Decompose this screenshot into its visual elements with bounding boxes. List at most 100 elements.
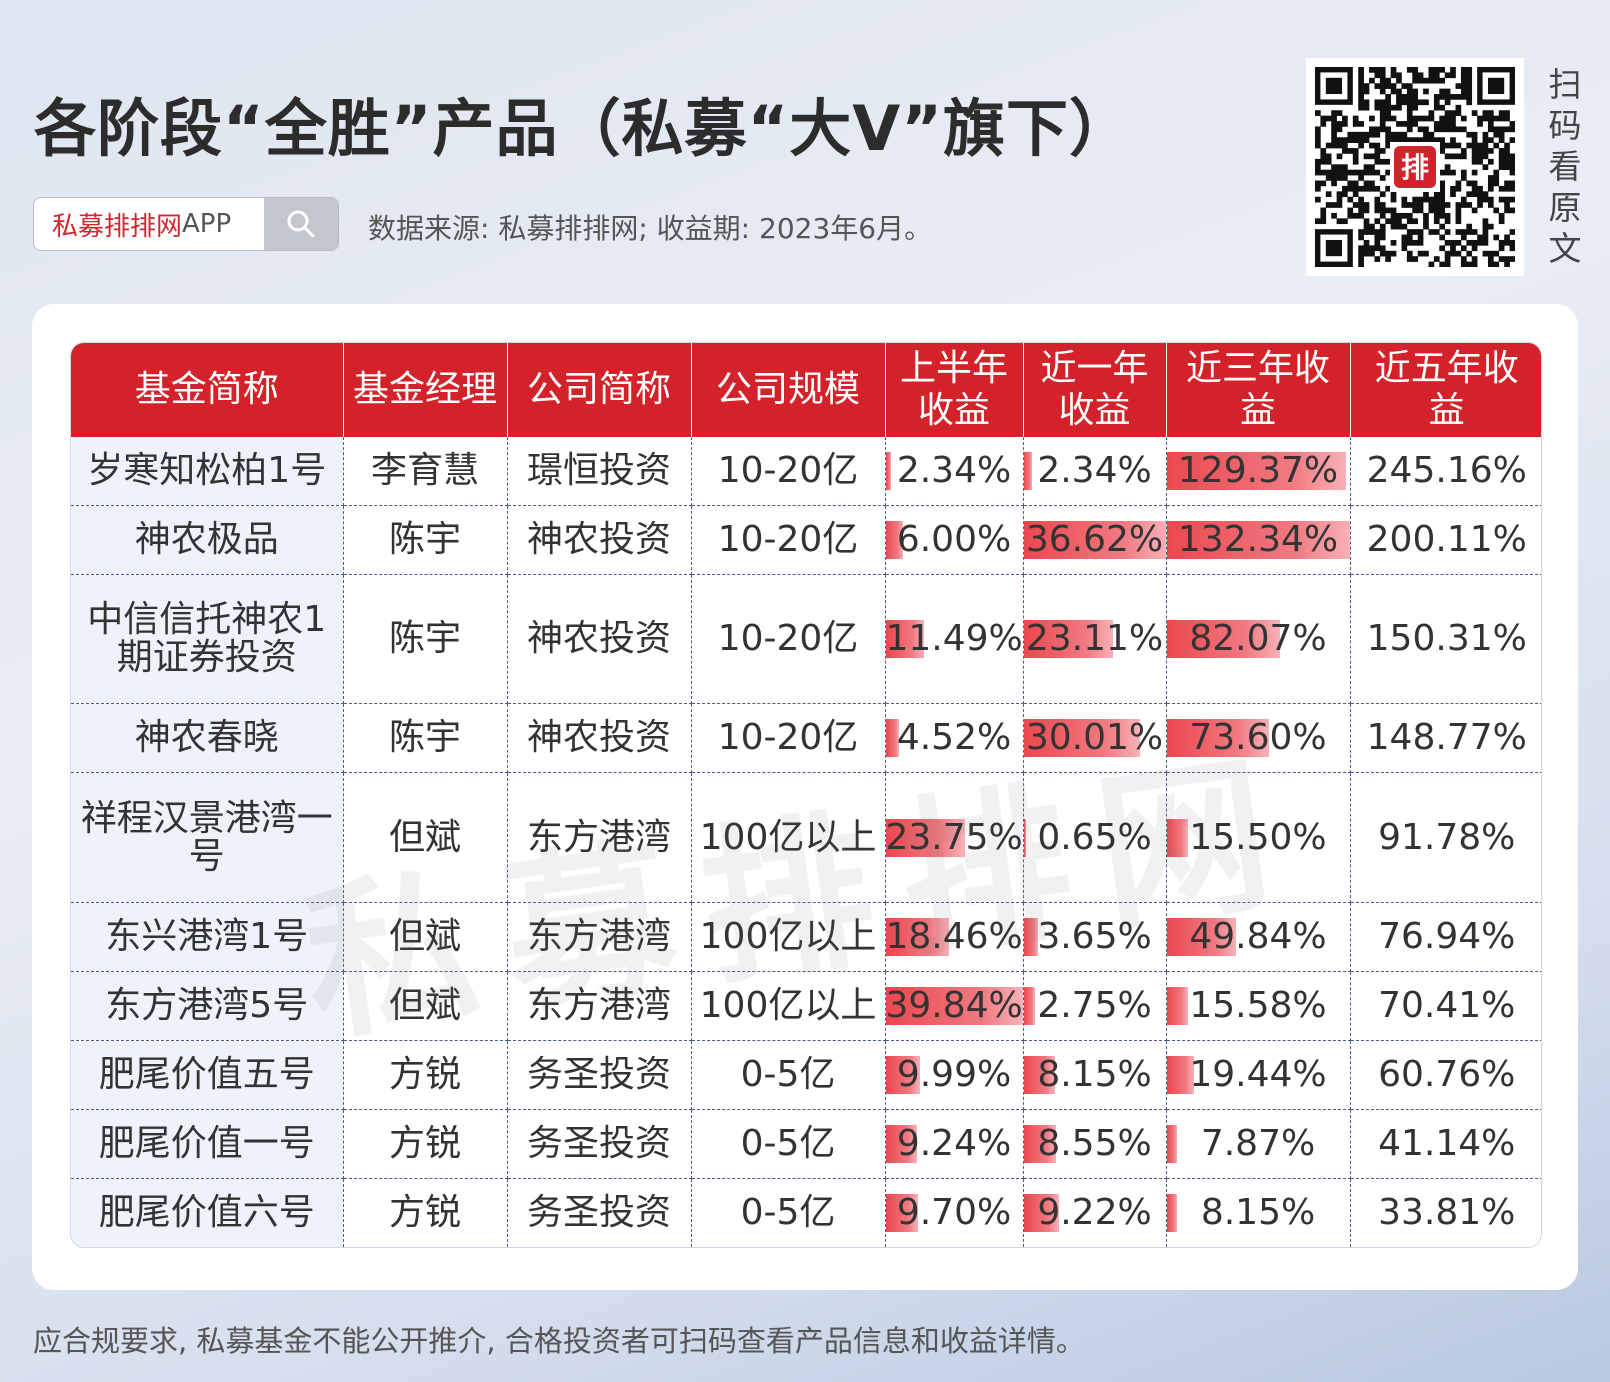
- column-header-line: 基金经理: [352, 369, 497, 410]
- return-bar: [1166, 620, 1280, 659]
- return-bar: [1023, 1125, 1057, 1164]
- return-bar: [1023, 719, 1140, 758]
- search-button[interactable]: [264, 198, 338, 250]
- cell-value: 肥尾价值六号: [98, 1192, 315, 1234]
- cell-h1: 4.52%: [885, 703, 1024, 774]
- return-bar: [1166, 1125, 1178, 1164]
- cell-value: 19.44%: [1189, 1054, 1327, 1096]
- table-row: 肥尾价值六号 方锐 务圣投资 0-5亿 9.70% 9.22% 8.15% 33.81%: [71, 1178, 1541, 1247]
- cell-company: 璟恒投资: [507, 437, 692, 506]
- column-header-line: 近三年收: [1185, 348, 1330, 389]
- cell-company: 东方港湾: [507, 902, 692, 973]
- cell-manager: 方锐: [343, 1040, 508, 1111]
- cell-y1: 0.65%: [1023, 772, 1167, 904]
- table-row: 肥尾价值五号 方锐 务圣投资 0-5亿 9.99% 8.15% 19.44% 60.76%: [71, 1040, 1541, 1111]
- cell-value: 但斌: [388, 985, 461, 1027]
- cell-value: 9.70%: [896, 1192, 1012, 1234]
- table-row: 神农极品 陈宇 神农投资 10-20亿 6.00% 36.62% 132.34% 200.11…: [71, 505, 1541, 575]
- cell-y5: 150.31%: [1350, 574, 1541, 705]
- cell-scale: 0-5亿: [691, 1178, 886, 1247]
- qr-logo: [1394, 146, 1436, 188]
- cell-fund: 肥尾价值六号: [71, 1178, 344, 1247]
- cell-value: 东方港湾: [526, 816, 671, 858]
- cell-y5: 33.81%: [1350, 1179, 1541, 1247]
- cell-company: 东方港湾: [507, 772, 692, 904]
- cell-value: 方锐: [388, 1192, 461, 1234]
- return-bar: [1023, 918, 1038, 957]
- cell-scale: 0-5亿: [691, 1109, 886, 1180]
- cell-value: 东方港湾: [526, 985, 671, 1027]
- cell-value: 4.52%: [896, 717, 1012, 759]
- return-bar: [1023, 987, 1035, 1026]
- cell-y3: 49.84%: [1166, 902, 1351, 973]
- cell-value: 10-20亿: [717, 618, 859, 660]
- cell-value: 9.22%: [1037, 1192, 1152, 1234]
- cell-value: 15.50%: [1189, 816, 1327, 858]
- page-title: 各阶段“全胜”产品（私募“大V”旗下）: [34, 92, 1132, 165]
- cell-value: 39.84%: [885, 985, 1023, 1027]
- cell-value: 82.07%: [1189, 618, 1327, 660]
- cell-h1: 39.84%: [885, 971, 1024, 1042]
- return-bar: [1166, 719, 1269, 758]
- search-brand-suffix: APP: [182, 209, 232, 239]
- cell-y3: 15.58%: [1166, 971, 1351, 1042]
- cell-value: 神农极品: [134, 518, 279, 560]
- footer-note: 应合规要求, 私募基金不能公开推介, 合格投资者可扫码查看产品信息和收益详情。: [33, 1324, 1085, 1358]
- return-bar: [1166, 1194, 1178, 1233]
- cell-value: 岁寒知松柏1号: [87, 449, 327, 491]
- cell-scale: 100亿以上: [691, 902, 886, 973]
- cell-y3: 19.44%: [1166, 1040, 1351, 1111]
- cell-y5: 70.41%: [1350, 971, 1541, 1042]
- cell-manager: 陈宇: [343, 574, 508, 705]
- cell-value: 但斌: [388, 916, 461, 958]
- cell-value: 祥程汉景港湾一号: [80, 797, 333, 877]
- cell-value: 2.34%: [1037, 449, 1152, 491]
- search-box[interactable]: 私募排排网 APP: [33, 197, 339, 251]
- cell-value: 36.62%: [1025, 518, 1164, 560]
- cell-value: 33.81%: [1378, 1192, 1516, 1234]
- return-bar: [885, 987, 1023, 1026]
- cell-value: 200.11%: [1366, 518, 1527, 560]
- cell-value: 中信信托神农1期证券投资: [87, 599, 327, 679]
- cell-h1: 6.00%: [885, 505, 1024, 575]
- table-row: 中信信托神农1期证券投资 陈宇 神农投资 10-20亿 11.49% 23.11% 82.0…: [71, 574, 1541, 705]
- cell-value: 肥尾价值五号: [98, 1054, 315, 1096]
- cell-scale: 10-20亿: [691, 437, 886, 506]
- qr-side-char: 扫: [1548, 65, 1582, 104]
- cell-y1: 3.65%: [1023, 902, 1167, 973]
- cell-scale: 100亿以上: [691, 772, 886, 904]
- return-bar: [1166, 451, 1346, 490]
- column-header: 基金经理: [343, 343, 508, 437]
- cell-fund: 中信信托神农1期证券投资: [71, 574, 344, 705]
- cell-value: 神农投资: [526, 618, 671, 660]
- table-card: 基金简称 基金经理 公司简称 公司规模 上半年 收益 近一年 收益 近三年收益近五年收益 岁寒知…: [32, 304, 1578, 1290]
- cell-value: 245.16%: [1366, 449, 1527, 491]
- cell-value: 41.14%: [1378, 1123, 1516, 1165]
- return-bar: [885, 1194, 919, 1233]
- cell-y1: 30.01%: [1023, 703, 1167, 774]
- cell-value: 0-5亿: [740, 1054, 836, 1096]
- table-row: 东兴港湾1号 但斌 东方港湾 100亿以上 18.46% 3.65% 49.84% 76.94…: [71, 902, 1541, 973]
- table-row: 岁寒知松柏1号 李育慧 璟恒投资 10-20亿 2.34% 2.34% 129.37% 245…: [71, 437, 1541, 506]
- cell-scale: 10-20亿: [691, 505, 886, 575]
- cell-y3: 82.07%: [1166, 574, 1351, 705]
- cell-manager: 李育慧: [343, 437, 508, 506]
- cell-value: 73.60%: [1189, 717, 1327, 759]
- cell-y3: 129.37%: [1166, 437, 1351, 506]
- column-header: 基金简称: [71, 343, 344, 437]
- search-brand-text[interactable]: 私募排排网 APP: [34, 198, 264, 250]
- search-brand: 私募排排网: [52, 211, 183, 242]
- column-header: 近五年收益: [1350, 343, 1541, 437]
- cell-value: 23.11%: [1025, 618, 1164, 660]
- fund-table: 基金简称 基金经理 公司简称 公司规模 上半年 收益 近一年 收益 近三年收益近五年收益 岁寒知…: [71, 343, 1541, 1247]
- cell-value: 神农投资: [526, 717, 671, 759]
- cell-y5: 245.16%: [1350, 437, 1541, 506]
- return-bar: [1166, 987, 1189, 1026]
- cell-h1: 9.70%: [885, 1178, 1024, 1247]
- cell-y5: 200.11%: [1350, 505, 1541, 575]
- return-bar: [1023, 520, 1166, 559]
- qr-side-char: 看: [1548, 147, 1582, 186]
- cell-value: 东方港湾: [526, 916, 671, 958]
- cell-y3: 73.60%: [1166, 703, 1351, 774]
- cell-y1: 8.15%: [1023, 1040, 1167, 1111]
